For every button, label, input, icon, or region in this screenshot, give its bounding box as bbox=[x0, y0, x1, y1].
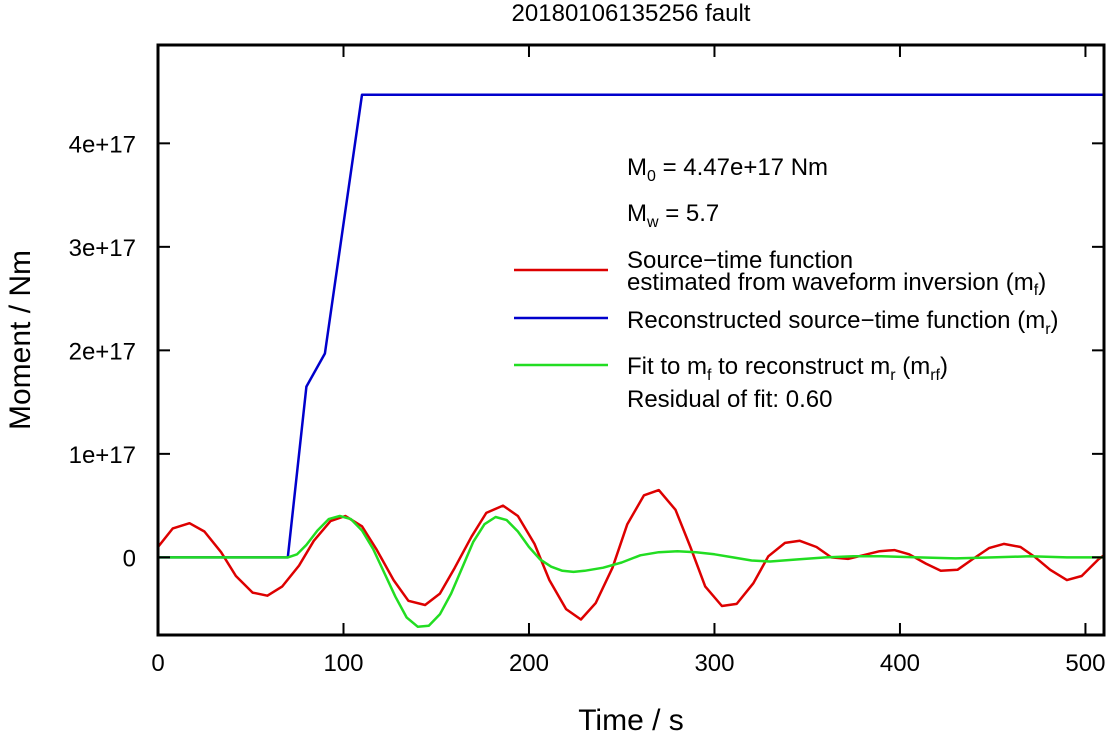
moment-magnitude-annotation: Mw = 5.7 bbox=[627, 200, 719, 231]
series-layer bbox=[158, 93, 1104, 628]
legend: Source−time function estimated from wave… bbox=[514, 247, 1059, 413]
legend-red-label-line2: estimated from waveform inversion (mf) bbox=[627, 269, 1046, 299]
y-tick-label: 4e+17 bbox=[69, 131, 136, 158]
x-axis: 0 100 200 300 400 500 bbox=[151, 45, 1105, 677]
legend-blue-label: Reconstructed source−time function (mr) bbox=[627, 307, 1059, 338]
y-tick-label: 2e+17 bbox=[69, 338, 136, 365]
y-tick-label: 1e+17 bbox=[69, 442, 136, 469]
y-tick-label: 3e+17 bbox=[69, 235, 136, 262]
residual-annotation: Residual of fit: 0.60 bbox=[627, 386, 832, 413]
x-tick-label: 100 bbox=[323, 650, 363, 677]
legend-green-label: Fit to mf to reconstruct mr (mrf) bbox=[627, 353, 948, 384]
y-tick-label: 0 bbox=[123, 545, 136, 572]
seismic-moment-annotation: M0 = 4.47e+17 Nm bbox=[627, 154, 828, 185]
legend-red-label-line1: Source−time function bbox=[627, 247, 853, 274]
x-tick-label: 200 bbox=[509, 650, 549, 677]
x-tick-label: 500 bbox=[1065, 650, 1105, 677]
x-axis-label: Time / s bbox=[578, 704, 684, 736]
series-line-0 bbox=[158, 488, 1104, 621]
x-tick-label: 0 bbox=[151, 650, 164, 677]
y-axis: 0 1e+17 2e+17 3e+17 4e+17 bbox=[69, 131, 1104, 572]
y-axis-label: Moment / Nm bbox=[4, 250, 37, 430]
series-line-2 bbox=[158, 514, 1104, 628]
x-tick-label: 300 bbox=[694, 650, 734, 677]
plot-frame bbox=[156, 43, 1106, 637]
x-tick-label: 400 bbox=[880, 650, 920, 677]
chart-title: 20180106135256 fault bbox=[512, 0, 751, 27]
